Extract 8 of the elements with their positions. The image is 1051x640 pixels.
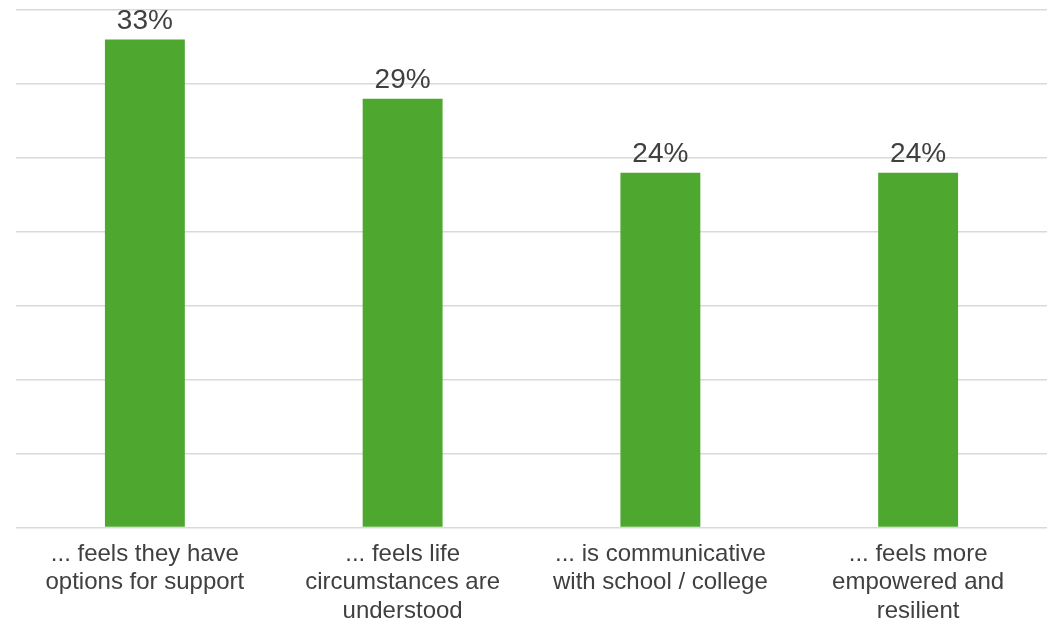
- x-tick-label: ... feels life circumstances are understood: [305, 538, 500, 624]
- x-tick-label: ... feels they have options for support: [45, 538, 245, 595]
- x-tick-label: ... feels more empowered and resilient: [832, 538, 1005, 624]
- data-label: 24%: [890, 137, 947, 169]
- x-tick-label: ... is communicative with school / college: [551, 538, 768, 595]
- data-label: 29%: [374, 63, 431, 95]
- data-label: 24%: [632, 137, 689, 169]
- data-label: 33%: [116, 4, 173, 36]
